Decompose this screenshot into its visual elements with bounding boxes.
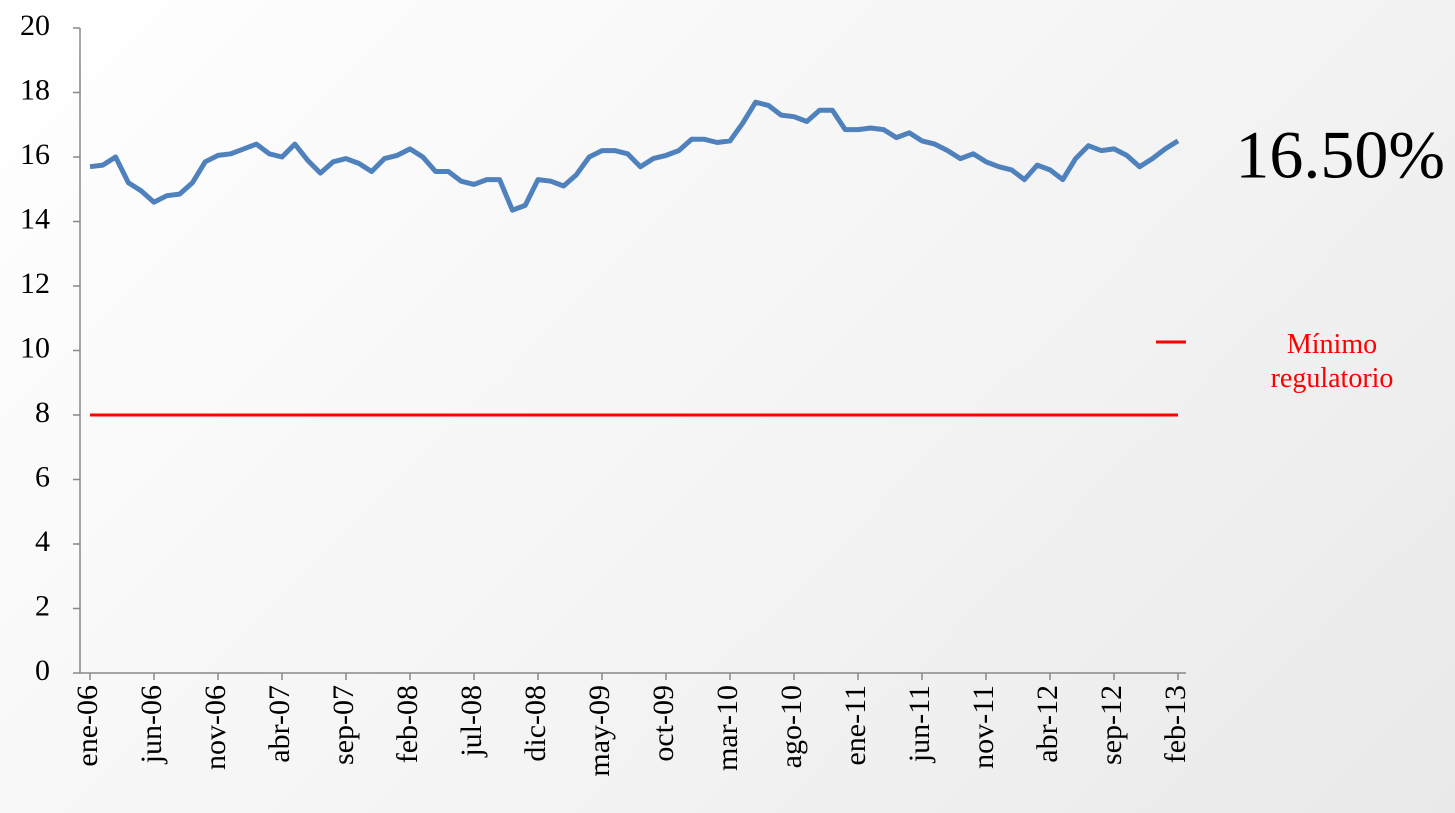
series-line bbox=[89, 99, 1180, 213]
x-tick-label: oct-09 bbox=[647, 685, 680, 762]
x-tick-label: ene-06 bbox=[71, 685, 104, 767]
x-tick-label: dic-08 bbox=[519, 685, 552, 762]
x-tick-label: jun-06 bbox=[135, 685, 168, 764]
x-tick-label: jul-08 bbox=[455, 685, 488, 758]
x-tick-label: mar-10 bbox=[711, 685, 744, 771]
x-tick-label: jun-11 bbox=[903, 685, 936, 763]
x-tick-label: abr-12 bbox=[1031, 685, 1064, 763]
y-tick-label: 0 bbox=[35, 654, 50, 687]
annotation: 16.50% bbox=[1235, 117, 1445, 193]
x-tick-label: ene-11 bbox=[839, 685, 872, 766]
x-tick-label: sep-07 bbox=[327, 685, 360, 765]
x-tick-label: abr-07 bbox=[263, 685, 296, 763]
y-tick-label: 4 bbox=[35, 525, 50, 558]
x-tick-label: ago-10 bbox=[775, 685, 808, 768]
y-tick-label: 20 bbox=[20, 9, 50, 42]
y-tick-label: 10 bbox=[20, 331, 50, 364]
y-tick-label: 16 bbox=[20, 138, 50, 171]
y-tick-label: 14 bbox=[20, 202, 50, 235]
y-tick-label: 2 bbox=[35, 589, 50, 622]
x-tick-label: feb-08 bbox=[391, 685, 424, 763]
y-tick-label: 8 bbox=[35, 396, 50, 429]
x-tick-label: feb-13 bbox=[1159, 685, 1192, 763]
y-tick-label: 6 bbox=[35, 460, 50, 493]
x-tick-label: nov-06 bbox=[199, 685, 232, 770]
y-tick-label: 12 bbox=[20, 267, 50, 300]
x-tick-label: may-09 bbox=[583, 685, 616, 777]
x-tick-label: nov-11 bbox=[967, 685, 1000, 769]
legend-label: Mínimo regulatorio bbox=[1270, 329, 1394, 394]
y-tick-label: 18 bbox=[20, 73, 50, 106]
x-tick-label: sep-12 bbox=[1095, 685, 1128, 765]
